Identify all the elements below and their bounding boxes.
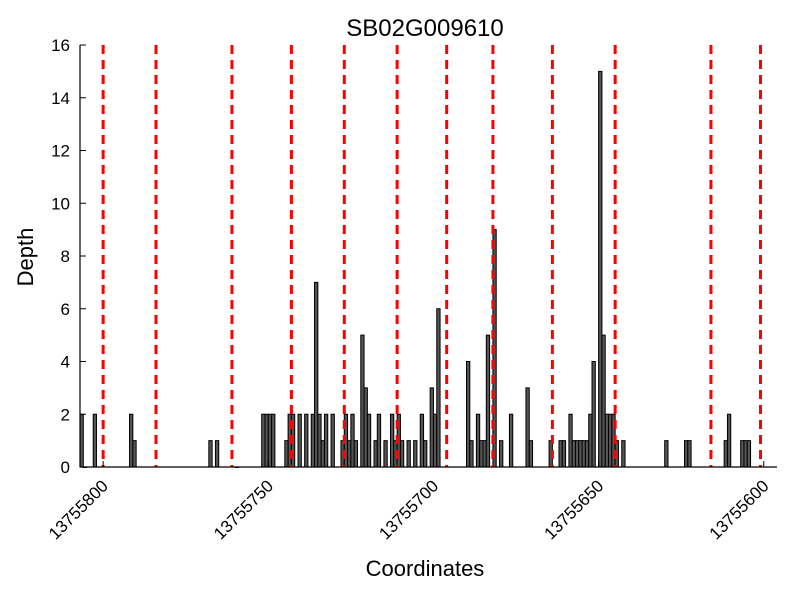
y-axis-label: Depth — [13, 228, 38, 287]
depth-bar — [591, 361, 596, 468]
depth-bar — [436, 308, 441, 468]
depth-bar — [297, 413, 302, 468]
reference-lines-group — [101, 45, 762, 467]
depth-bar — [413, 440, 418, 468]
bars-group — [79, 70, 752, 468]
x-tick-label: 13755650 — [541, 476, 608, 543]
y-tick-label: 16 — [51, 36, 70, 55]
depth-bar — [528, 440, 534, 468]
y-tick-label: 8 — [61, 247, 70, 266]
depth-bar — [687, 440, 692, 468]
depth-bar — [92, 413, 98, 468]
axes-group — [79, 45, 777, 468]
y-tick-label: 0 — [61, 458, 70, 477]
y-tick-label: 12 — [51, 142, 70, 161]
y-tick-label: 2 — [61, 405, 70, 424]
depth-bar — [304, 413, 309, 468]
depth-bar — [726, 413, 732, 468]
x-tick-label: 13755800 — [45, 476, 112, 543]
x-tick-label: 13755600 — [706, 476, 773, 543]
depth-bar — [214, 440, 220, 468]
x-tick-label: 13755750 — [210, 476, 277, 543]
depth-bar — [376, 413, 382, 468]
y-tick-label: 14 — [51, 89, 70, 108]
depth-bar — [499, 440, 504, 468]
depth-bar — [485, 334, 491, 468]
y-tick-label: 4 — [61, 353, 70, 372]
x-axis-label: Coordinates — [366, 556, 485, 581]
depth-bar — [423, 440, 428, 468]
chart-title: SB02G009610 — [346, 15, 503, 42]
depth-bar — [323, 413, 329, 468]
x-ticks-group: 13755800 13755750 13755700 13755650 13755600 — [45, 461, 773, 543]
depth-bar — [664, 440, 669, 468]
depth-bar — [208, 440, 213, 468]
depth-bar — [406, 440, 411, 468]
depth-bar — [746, 440, 752, 468]
depth-bar — [271, 413, 276, 468]
y-tick-label: 10 — [51, 194, 70, 213]
depth-bar — [383, 440, 388, 468]
depth-bar — [399, 440, 405, 468]
depth-bar — [621, 440, 626, 468]
depth-bar — [132, 440, 137, 468]
depth-bar — [508, 413, 514, 468]
depth-bar — [561, 440, 567, 468]
y-ticks-group: 0 2 4 6 8 10 12 14 16 — [51, 36, 86, 477]
y-tick-label: 6 — [61, 300, 70, 319]
depth-bar — [469, 440, 474, 468]
x-tick-label: 13755700 — [375, 476, 442, 543]
depth-bar — [330, 413, 335, 468]
depth-bar — [353, 440, 358, 468]
depth-bar — [366, 413, 372, 468]
